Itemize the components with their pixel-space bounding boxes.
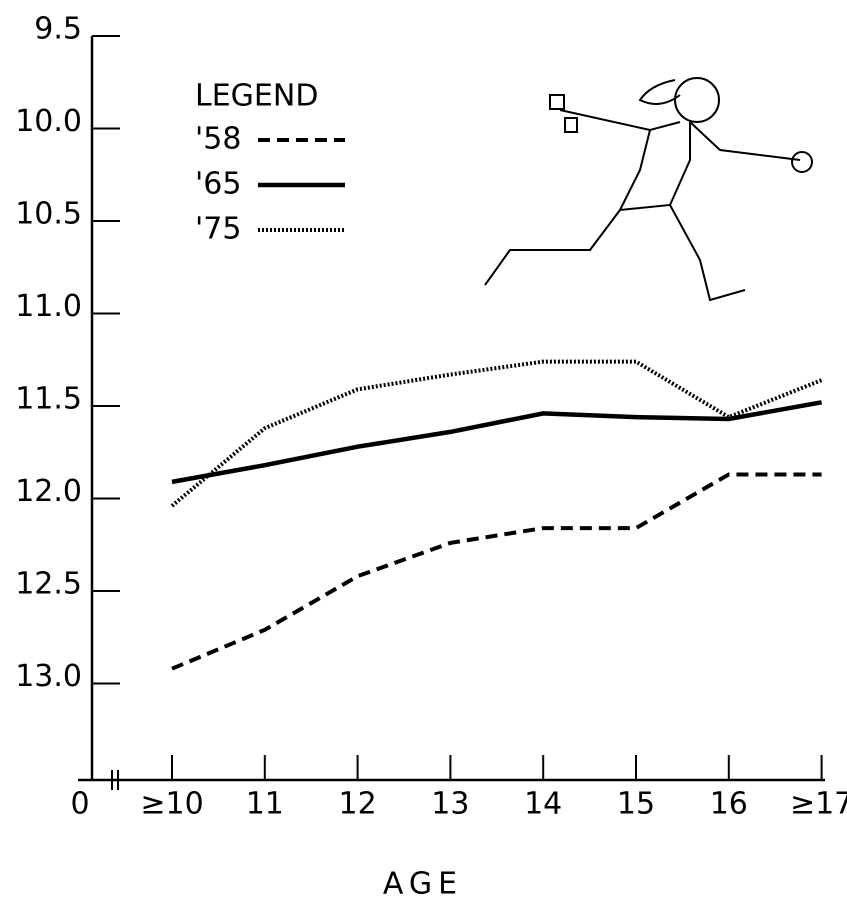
x-tick-label: ≥10 <box>140 787 203 822</box>
y-tick-label: 11.0 <box>15 289 82 324</box>
x-tick-label: 12 <box>339 787 377 822</box>
x-axis-label: AGE <box>383 867 463 902</box>
x-tick-label: 11 <box>246 787 284 822</box>
x-origin-label: 0 <box>70 787 89 822</box>
runner-illustration <box>484 77 813 302</box>
y-tick-label: 11.5 <box>15 382 82 417</box>
x-tick-label: 15 <box>617 787 655 822</box>
data-line <box>171 400 822 485</box>
x-tick-label: 14 <box>524 787 562 822</box>
x-tick-label: ≥17 <box>790 787 847 822</box>
y-tick-label: 10.5 <box>15 197 82 232</box>
data-line <box>170 359 823 508</box>
y-tick-label: 12.5 <box>15 567 82 602</box>
legend-label: '65 <box>195 167 241 202</box>
legend-title: LEGEND <box>195 79 318 114</box>
y-tick-label: 9.5 <box>34 12 82 47</box>
x-tick-label: 13 <box>431 787 469 822</box>
legend-label: '58 <box>195 122 241 157</box>
data-line <box>171 472 822 671</box>
y-tick-label: 13.0 <box>15 659 82 694</box>
y-tick-label: 10.0 <box>15 104 82 139</box>
x-tick-label: 16 <box>710 787 748 822</box>
axis-break <box>111 770 119 790</box>
legend-label: '75 <box>195 212 241 247</box>
y-tick-label: 12.0 <box>15 474 82 509</box>
